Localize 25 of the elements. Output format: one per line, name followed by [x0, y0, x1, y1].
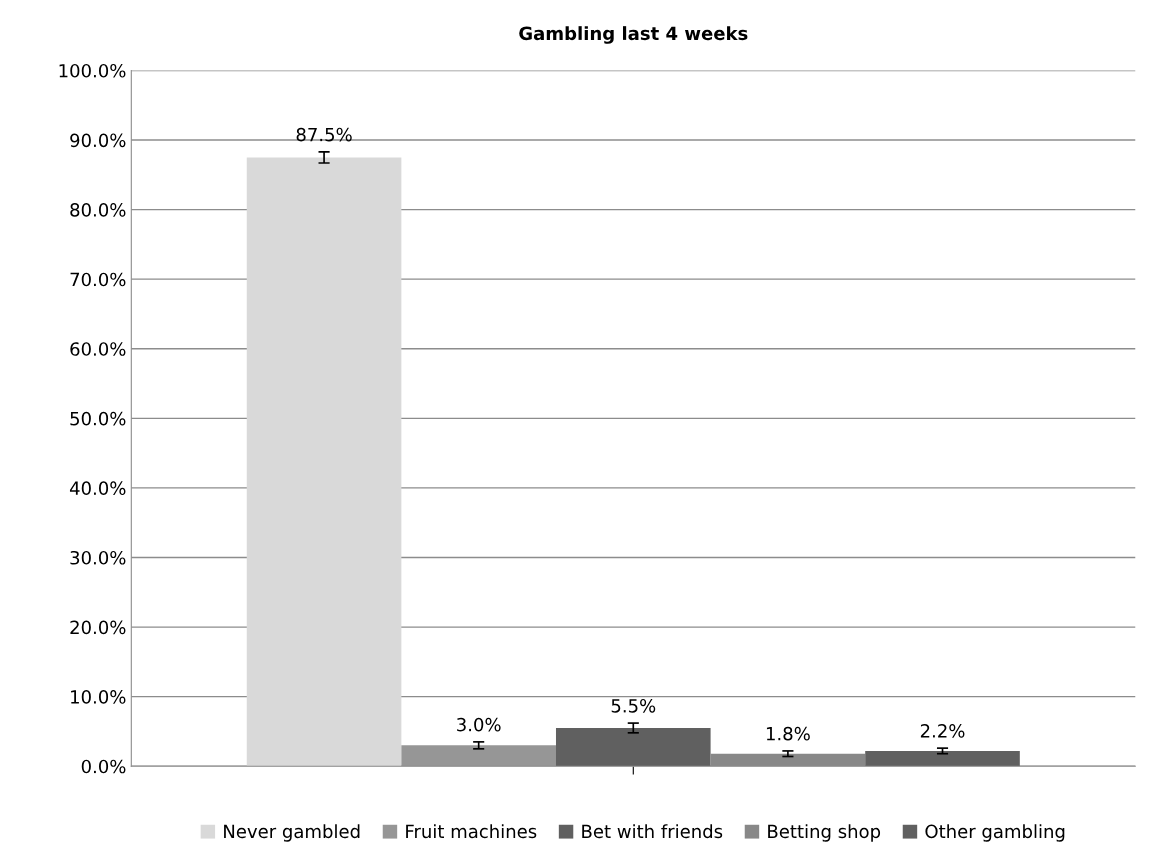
data-label: 87.5%: [296, 127, 352, 142]
legend-label: Other gambling: [925, 824, 1065, 842]
data-label: 3.0%: [457, 717, 501, 732]
bar: [555, 727, 711, 767]
chart-title: Gambling last 4 weeks: [519, 26, 748, 44]
legend-label: Never gambled: [224, 824, 360, 842]
legend-label: Fruit machines: [406, 824, 537, 839]
y-tick-label: 0.0%: [81, 759, 126, 774]
y-tick-label: 30.0%: [70, 550, 126, 565]
legend-label: Bet with friends: [582, 824, 723, 839]
y-tick-label: 90.0%: [70, 133, 126, 148]
y-tick-label: 80.0%: [70, 203, 126, 217]
y-tick-label: 50.0%: [70, 411, 126, 426]
y-tick-label: 100.0%: [59, 63, 126, 78]
y-tick-label: 70.0%: [70, 272, 126, 287]
y-tick-label: 40.0%: [69, 481, 126, 496]
bar: [865, 750, 1020, 767]
data-label: 2.2%: [920, 724, 965, 738]
legend-label: Betting shop: [768, 824, 881, 842]
y-tick-label: 20.0%: [70, 620, 126, 635]
y-tick-label: 10.0%: [71, 690, 126, 704]
data-label: 1.8%: [766, 726, 810, 741]
y-tick-label: 60.0%: [70, 342, 126, 356]
data-label: 5.5%: [611, 698, 656, 713]
bar: [246, 157, 402, 767]
